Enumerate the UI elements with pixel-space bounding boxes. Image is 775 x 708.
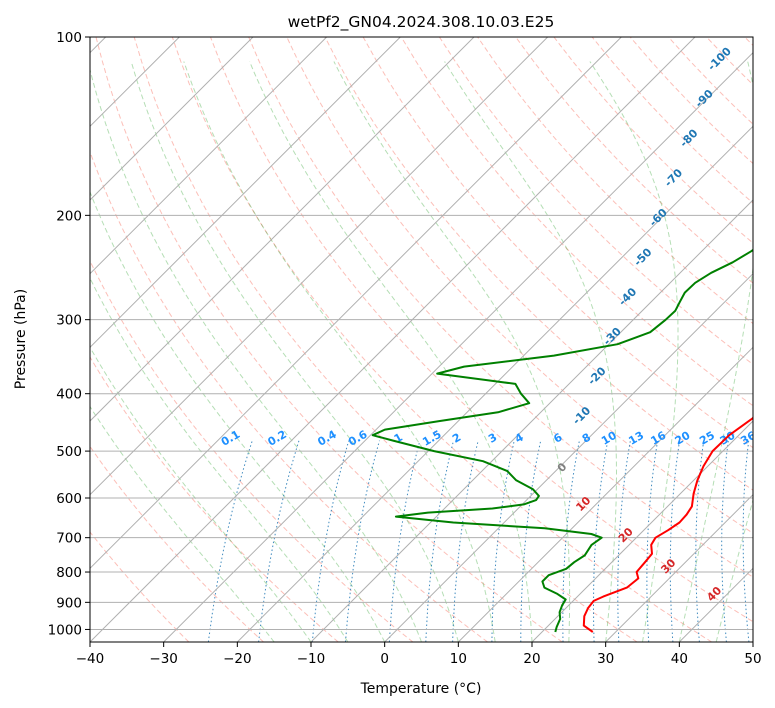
mixing-ratio-line bbox=[388, 440, 421, 642]
dry-adiabat bbox=[171, 37, 712, 642]
moist-adiabat bbox=[589, 61, 679, 642]
dry-adiabat bbox=[90, 531, 190, 642]
x-axis-label: Temperature (°C) bbox=[360, 681, 482, 697]
mixing-ratio-line bbox=[520, 440, 542, 642]
y-tick-label: 300 bbox=[56, 313, 82, 329]
dry-adiabat bbox=[90, 356, 339, 642]
dry-adiabat bbox=[515, 37, 753, 284]
moist-adiabat bbox=[715, 498, 753, 642]
isotherm-line bbox=[163, 51, 753, 642]
dry-adiabat bbox=[438, 37, 753, 366]
mixing-ratio-line bbox=[742, 440, 750, 642]
x-tick-label: 20 bbox=[523, 651, 540, 667]
x-tick-label: −20 bbox=[223, 651, 252, 667]
x-tick-label: −10 bbox=[297, 651, 326, 667]
pressure-gridlines bbox=[90, 37, 753, 630]
mixing-ratio-line bbox=[669, 440, 681, 642]
moist-adiabat bbox=[90, 67, 422, 642]
dry-adiabat bbox=[133, 37, 638, 642]
mixing-ratio-line bbox=[425, 440, 454, 642]
mixing-ratio-line bbox=[695, 440, 705, 642]
moist-adiabat bbox=[183, 61, 496, 642]
isotherm-line bbox=[605, 493, 753, 642]
x-tick-label: 50 bbox=[744, 651, 761, 667]
mixing-ratio-line bbox=[646, 440, 659, 642]
isotherm-gridlines bbox=[90, 37, 753, 642]
moist-adiabat bbox=[249, 61, 533, 642]
y-tick-label: 400 bbox=[56, 387, 82, 403]
plot-frame bbox=[89, 36, 754, 643]
mixing-ratio-line bbox=[593, 440, 609, 642]
dry-adiabat bbox=[90, 445, 264, 642]
y-tick-label: 900 bbox=[56, 595, 82, 611]
isotherm-line bbox=[457, 346, 753, 642]
dry-adiabat bbox=[95, 37, 563, 642]
x-tick-label: −30 bbox=[149, 651, 178, 667]
moist-adiabats bbox=[90, 61, 753, 642]
x-axis: −40 −30 −20 −10 0 10 20 30 40 50 bbox=[76, 642, 762, 667]
mixing-ratio-line bbox=[345, 440, 380, 642]
isotherm-line bbox=[90, 37, 549, 496]
mixing-ratio-line bbox=[562, 440, 580, 642]
y-tick-label: 500 bbox=[56, 444, 82, 460]
mixing-ratio-lines bbox=[207, 440, 750, 642]
dry-adiabat bbox=[400, 37, 753, 407]
y-tick-label: 800 bbox=[56, 565, 82, 581]
y-tick-label: 700 bbox=[56, 531, 82, 547]
isotherm-line bbox=[310, 199, 753, 642]
dry-adiabat bbox=[90, 150, 488, 642]
y-tick-label: 600 bbox=[56, 491, 82, 507]
y-tick-label: 200 bbox=[56, 208, 82, 224]
isotherm-line bbox=[90, 37, 475, 422]
mixing-ratio-line bbox=[721, 440, 729, 642]
dry-adiabat bbox=[210, 37, 753, 623]
dry-adiabat bbox=[248, 37, 753, 578]
mixing-ratio-line bbox=[491, 440, 515, 642]
mixing-ratio-label: 36 bbox=[738, 429, 758, 448]
chart-title: wetPf2_GN04.2024.308.10.03.E25 bbox=[288, 13, 555, 32]
mixing-ratio-line bbox=[311, 440, 350, 642]
moist-adiabat bbox=[130, 61, 459, 642]
y-axis: 100 200 300 400 500 600 700 800 900 1000 bbox=[48, 30, 90, 638]
x-tick-label: 0 bbox=[380, 651, 389, 667]
isotherm-line bbox=[236, 125, 753, 642]
dry-adiabat bbox=[324, 37, 753, 491]
moist-adiabat bbox=[90, 190, 386, 642]
y-tick-label: 1000 bbox=[48, 622, 82, 638]
x-tick-label: 40 bbox=[671, 651, 688, 667]
moist-adiabat bbox=[90, 346, 312, 642]
moist-adiabat bbox=[678, 61, 753, 642]
x-tick-label: 30 bbox=[597, 651, 614, 667]
mixing-ratio-line bbox=[617, 440, 631, 642]
x-tick-label: −40 bbox=[76, 651, 105, 667]
isotherm-line bbox=[384, 272, 753, 642]
isotherm-line bbox=[90, 37, 328, 275]
isotherm-line bbox=[531, 420, 753, 642]
isotherm-line bbox=[90, 37, 622, 570]
y-axis-label: Pressure (hPa) bbox=[13, 289, 29, 389]
moist-adiabat bbox=[333, 61, 571, 642]
dry-adiabats bbox=[90, 37, 753, 642]
y-tick-label: 100 bbox=[56, 30, 82, 46]
isotherm-line bbox=[90, 37, 696, 642]
plot-area: -100-90-80-70-60-50-40-30-20-100.1 0.2 0.4… bbox=[90, 37, 758, 642]
x-tick-label: 10 bbox=[450, 651, 467, 667]
moist-adiabat bbox=[444, 61, 617, 642]
mixing-ratio-line bbox=[207, 440, 253, 642]
mixing-ratio-line bbox=[452, 440, 479, 642]
moist-adiabat bbox=[90, 277, 349, 642]
isotherm-line bbox=[90, 37, 254, 201]
isotherm-line bbox=[90, 37, 401, 349]
dewpoint-line bbox=[371, 248, 753, 633]
